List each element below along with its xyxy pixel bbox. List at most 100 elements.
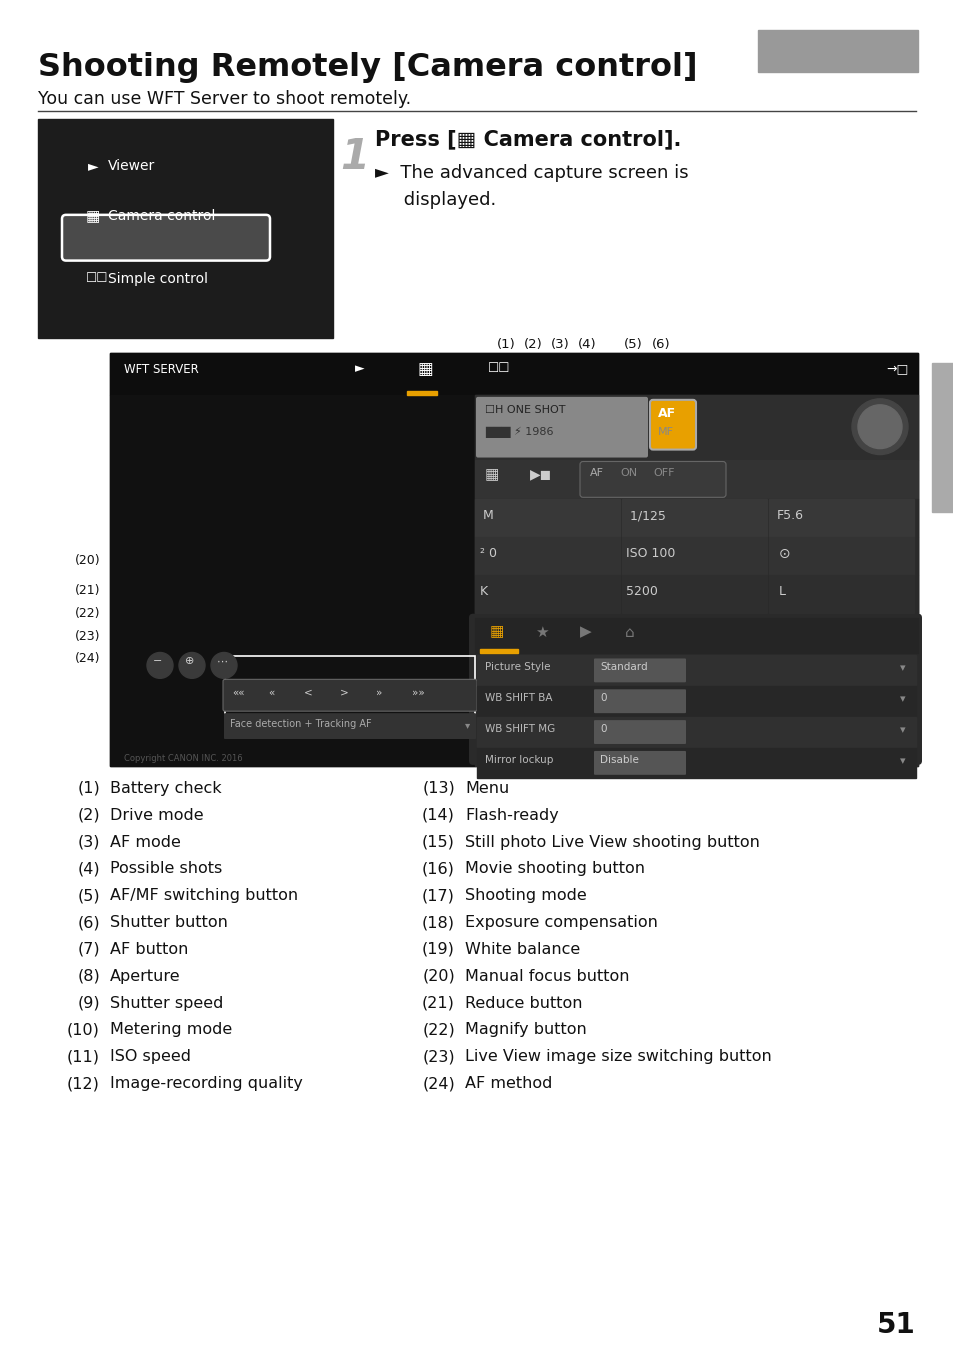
Text: OFF: OFF xyxy=(652,468,674,479)
Text: (11): (11) xyxy=(67,1049,100,1064)
Text: (4): (4) xyxy=(578,338,596,351)
Bar xyxy=(621,574,766,613)
Text: ☐H ONE SHOT: ☐H ONE SHOT xyxy=(484,405,565,414)
Text: ▾: ▾ xyxy=(899,756,904,765)
Bar xyxy=(407,391,436,395)
Text: WB SHIFT BA: WB SHIFT BA xyxy=(484,693,552,703)
Text: displayed.: displayed. xyxy=(375,191,496,208)
Text: >: > xyxy=(339,687,349,697)
Text: AF method: AF method xyxy=(464,1076,552,1091)
Circle shape xyxy=(857,405,901,449)
Bar xyxy=(475,537,619,574)
Text: ISO 100: ISO 100 xyxy=(625,547,675,560)
FancyBboxPatch shape xyxy=(594,659,685,682)
Bar xyxy=(475,460,917,499)
Text: Face detection + Tracking AF: Face detection + Tracking AF xyxy=(230,720,372,729)
Bar xyxy=(479,650,517,654)
Text: (1): (1) xyxy=(497,338,516,351)
Text: (3): (3) xyxy=(77,834,100,850)
Text: (4): (4) xyxy=(77,861,100,877)
Bar xyxy=(110,395,475,765)
Text: ►: ► xyxy=(355,362,364,375)
Bar xyxy=(621,499,766,537)
Text: Disable: Disable xyxy=(599,755,639,765)
Text: Mirror lockup: Mirror lockup xyxy=(484,755,553,765)
Bar xyxy=(768,574,913,613)
Bar xyxy=(475,574,619,613)
Bar xyxy=(768,499,913,537)
Text: (19): (19) xyxy=(425,518,451,531)
Bar xyxy=(476,655,915,686)
Text: (14): (14) xyxy=(425,399,451,412)
Text: (24): (24) xyxy=(75,652,100,666)
Text: ▾: ▾ xyxy=(899,694,904,705)
Text: Movie shooting button: Movie shooting button xyxy=(464,861,644,877)
Text: Standard: Standard xyxy=(599,663,647,672)
Text: (7): (7) xyxy=(898,410,915,424)
Text: 1: 1 xyxy=(339,136,369,179)
Text: WB SHIFT MG: WB SHIFT MG xyxy=(484,724,555,734)
Text: ▾: ▾ xyxy=(899,725,904,736)
Circle shape xyxy=(179,652,205,678)
Text: (24): (24) xyxy=(422,1076,455,1091)
Text: Flash-ready: Flash-ready xyxy=(464,807,558,823)
Text: (23): (23) xyxy=(422,1049,455,1064)
FancyBboxPatch shape xyxy=(649,399,696,449)
Text: WFT SERVER: WFT SERVER xyxy=(124,363,198,377)
Bar xyxy=(225,656,475,726)
Text: (11): (11) xyxy=(889,506,915,519)
Text: You can use WFT Server to shoot remotely.: You can use WFT Server to shoot remotely… xyxy=(38,90,411,108)
Text: 5200: 5200 xyxy=(625,585,658,597)
Text: (20): (20) xyxy=(422,968,455,983)
Text: <: < xyxy=(304,687,313,697)
Bar xyxy=(931,363,953,512)
Text: (14): (14) xyxy=(421,807,455,823)
Circle shape xyxy=(851,399,907,455)
Text: ⋯: ⋯ xyxy=(216,656,228,667)
Text: (9): (9) xyxy=(898,459,915,472)
Text: MF: MF xyxy=(658,426,673,437)
Bar xyxy=(758,30,917,71)
FancyBboxPatch shape xyxy=(62,215,270,261)
Bar xyxy=(110,354,917,765)
Text: ▾: ▾ xyxy=(899,663,904,674)
Text: AF: AF xyxy=(658,406,676,420)
Text: White balance: White balance xyxy=(464,941,579,956)
Text: (5): (5) xyxy=(77,888,100,904)
Bar xyxy=(476,748,915,777)
Text: K: K xyxy=(479,585,488,597)
Text: (20): (20) xyxy=(75,554,100,568)
Text: (10): (10) xyxy=(889,483,915,495)
Text: (16): (16) xyxy=(421,861,455,877)
Bar xyxy=(475,617,917,654)
Text: Viewer: Viewer xyxy=(108,159,155,174)
Text: (10): (10) xyxy=(67,1022,100,1037)
Text: (22): (22) xyxy=(75,607,100,620)
Text: «: « xyxy=(268,687,274,697)
Text: ««: «« xyxy=(232,687,244,697)
Text: Shooting Remotely [Camera control]: Shooting Remotely [Camera control] xyxy=(38,51,697,83)
Text: Press [▦ Camera control].: Press [▦ Camera control]. xyxy=(375,129,680,149)
Text: ★: ★ xyxy=(535,624,548,640)
FancyBboxPatch shape xyxy=(594,689,685,713)
FancyBboxPatch shape xyxy=(594,720,685,744)
Text: Shooting mode: Shooting mode xyxy=(464,888,586,904)
Text: (12): (12) xyxy=(67,1076,100,1091)
Text: Battery check: Battery check xyxy=(110,781,221,796)
Text: AF: AF xyxy=(589,468,603,479)
Bar xyxy=(475,395,917,765)
Text: 51: 51 xyxy=(877,1311,915,1338)
Text: ⊙: ⊙ xyxy=(779,547,790,561)
Text: Simple control: Simple control xyxy=(108,272,208,285)
Text: AF mode: AF mode xyxy=(110,834,181,850)
Text: Possible shots: Possible shots xyxy=(110,861,222,877)
FancyBboxPatch shape xyxy=(476,397,647,457)
Text: (19): (19) xyxy=(421,941,455,956)
Text: 0: 0 xyxy=(599,724,606,734)
Text: (17): (17) xyxy=(425,471,451,483)
Text: (17): (17) xyxy=(421,888,455,904)
Text: Manual focus button: Manual focus button xyxy=(464,968,629,983)
Text: ⌂: ⌂ xyxy=(624,624,634,640)
Text: Picture Style: Picture Style xyxy=(484,663,550,672)
Text: 1/​125: 1/​125 xyxy=(629,510,665,522)
